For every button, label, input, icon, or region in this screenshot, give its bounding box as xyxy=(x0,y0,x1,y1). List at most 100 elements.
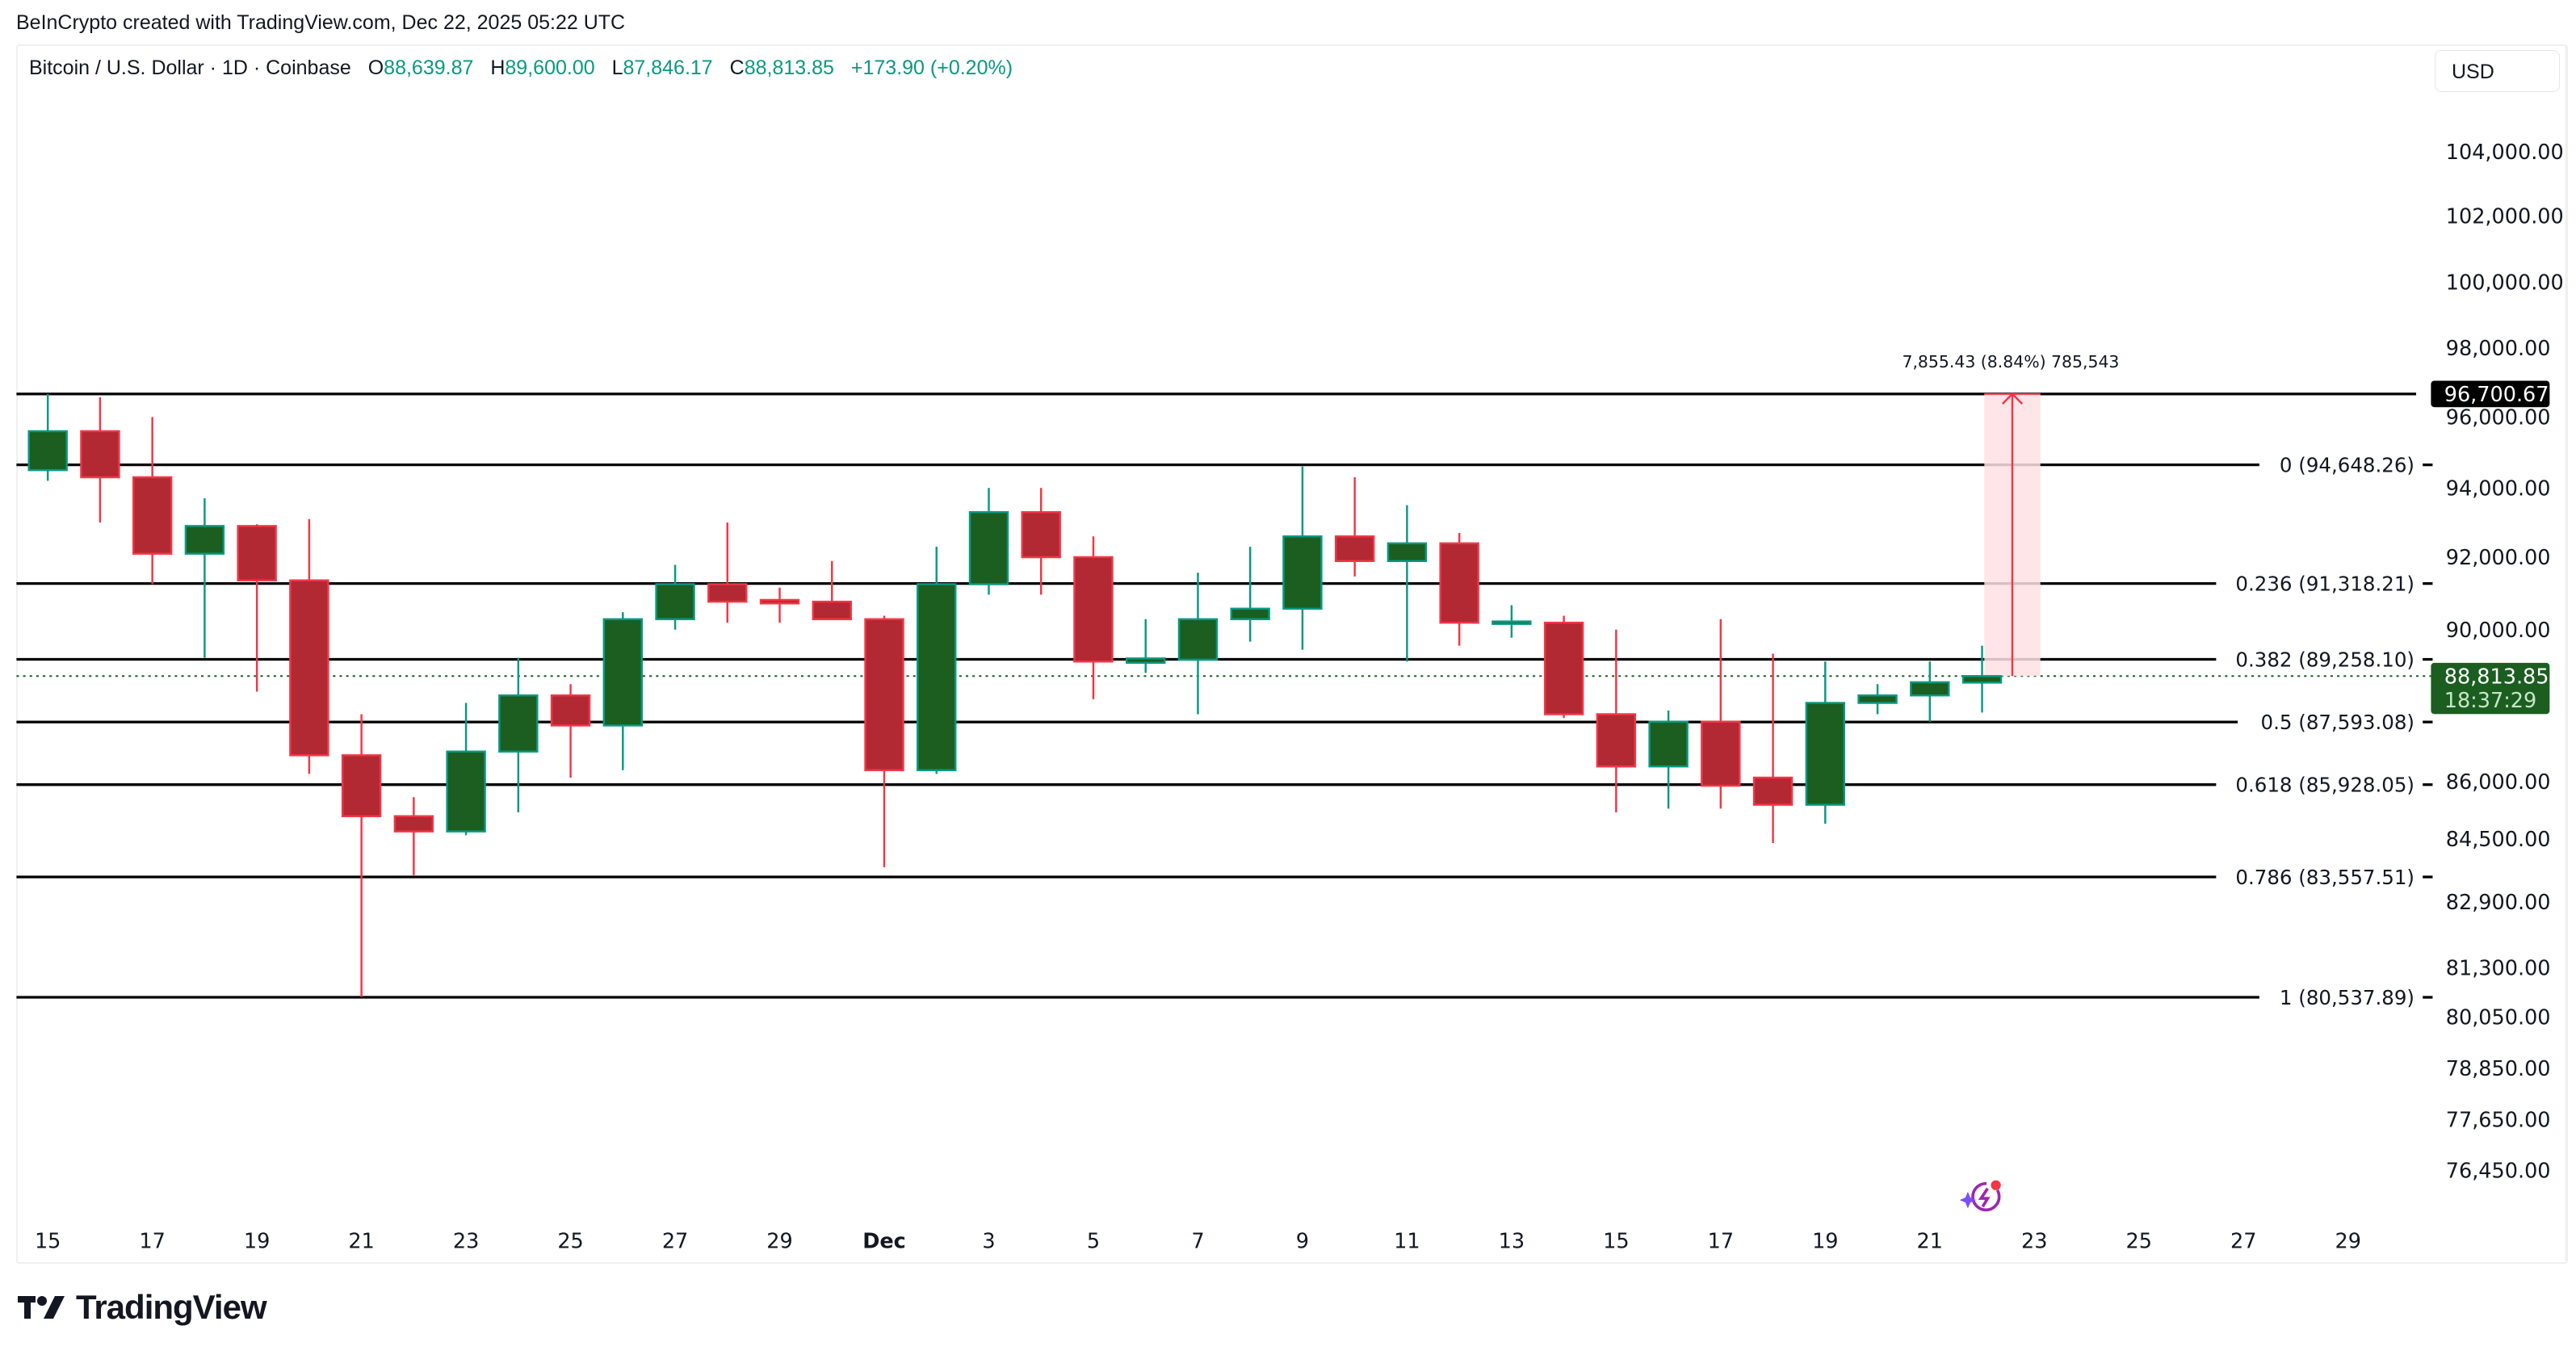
date-tick-label: 19 xyxy=(1812,1229,1838,1253)
candle[interactable] xyxy=(1126,619,1166,673)
symbol-title[interactable]: Bitcoin / U.S. Dollar · 1D · Coinbase xyxy=(29,57,351,79)
date-tick-label: 15 xyxy=(35,1229,61,1253)
candle[interactable] xyxy=(446,703,486,836)
resistance-price-text: 96,700.67 xyxy=(2444,383,2549,407)
candle[interactable] xyxy=(1387,505,1428,662)
price-tick-label: 82,900.00 xyxy=(2446,891,2551,915)
fib-level-label: 0.618 (85,928.05) xyxy=(2235,773,2414,796)
candle[interactable] xyxy=(1282,466,1323,650)
candle[interactable] xyxy=(341,714,382,997)
candle[interactable] xyxy=(1230,547,1270,642)
candle[interactable] xyxy=(237,524,277,692)
candle[interactable] xyxy=(602,612,644,770)
date-tick-label: 23 xyxy=(2021,1229,2047,1253)
change-value: +173.90 (+0.20%) xyxy=(850,57,1013,79)
date-tick-label: 7 xyxy=(1191,1229,1204,1253)
candle[interactable] xyxy=(1439,532,1479,646)
candle[interactable] xyxy=(1334,477,1375,577)
date-tick-label: 9 xyxy=(1296,1229,1309,1253)
date-tick-label: 17 xyxy=(1708,1229,1734,1253)
fib-level-label: 0.5 (87,593.08) xyxy=(2261,711,2414,734)
candle[interactable] xyxy=(1073,536,1114,699)
last-price-text: 88,813.85 xyxy=(2444,665,2549,689)
last-price-badge xyxy=(2431,662,2550,715)
time-axis[interactable]: 15 17 19 21 23 25 27 29 Dec 3 5 7 9 11 13 15 17 19 21 23 25 2… xyxy=(35,1229,2361,1253)
candle[interactable] xyxy=(917,547,957,774)
date-tick-label: 25 xyxy=(557,1229,583,1253)
fib-level-label: 0.786 (83,557.51) xyxy=(2235,866,2414,889)
candle[interactable] xyxy=(1177,573,1219,715)
price-tick-label: 78,850.00 xyxy=(2446,1057,2551,1081)
candle[interactable] xyxy=(1021,488,1061,595)
candle[interactable] xyxy=(707,522,748,623)
high-value: 89,600.00 xyxy=(505,57,595,79)
price-range-measure[interactable]: 7,855.43 (8.84%) 785,543 xyxy=(1902,352,2119,677)
date-tick-label: 19 xyxy=(244,1229,270,1253)
close-value: 88,813.85 xyxy=(744,57,834,79)
candle[interactable] xyxy=(1752,653,1794,844)
assistant-icon[interactable] xyxy=(1959,1180,2001,1212)
candle[interactable] xyxy=(1596,629,1637,813)
candlestick-series xyxy=(27,393,2003,997)
chart-frame xyxy=(16,44,2568,1264)
price-tick-label: 86,000.00 xyxy=(2446,770,2551,795)
price-tick-label: 76,450.00 xyxy=(2446,1160,2551,1184)
price-axis[interactable]: 104,000.00 102,000.00 100,000.00 98,000.00 9… xyxy=(2446,46,2567,1261)
candle[interactable] xyxy=(393,797,434,875)
open-label: O xyxy=(367,57,384,79)
candle[interactable] xyxy=(759,587,800,623)
candle[interactable] xyxy=(655,564,695,630)
candle[interactable] xyxy=(184,498,225,658)
candle[interactable] xyxy=(1910,661,1950,722)
candle[interactable] xyxy=(1961,645,2003,713)
date-tick-label: 23 xyxy=(453,1229,479,1253)
date-tick-label: 11 xyxy=(1394,1229,1420,1253)
date-tick-label: 27 xyxy=(2230,1229,2256,1253)
price-tick-label: 84,500.00 xyxy=(2446,828,2551,852)
measure-label: 7,855.43 (8.84%) 785,543 xyxy=(1902,352,2119,371)
date-tick-label: 17 xyxy=(139,1229,165,1253)
open-value: 88,639.87 xyxy=(384,57,474,79)
chart-credit: BeInCrypto created with TradingView.com,… xyxy=(16,11,626,34)
candle[interactable] xyxy=(289,518,329,774)
candle[interactable] xyxy=(498,657,539,813)
date-tick-label: 29 xyxy=(2335,1229,2360,1253)
high-label: H xyxy=(490,57,506,79)
price-tick-label: 98,000.00 xyxy=(2446,337,2551,361)
fibonacci-retracement[interactable]: 0 (94,648.26) 0.236 (91,318.21) 0.382 (89,… xyxy=(16,392,2433,1009)
candle[interactable] xyxy=(864,615,904,867)
candle[interactable] xyxy=(132,417,173,585)
candle[interactable] xyxy=(812,560,852,621)
candle[interactable] xyxy=(550,684,591,778)
candle[interactable] xyxy=(968,488,1009,595)
low-label: L xyxy=(611,57,623,79)
candle[interactable] xyxy=(1857,684,1898,715)
date-tick-label: 27 xyxy=(662,1229,688,1253)
tradingview-logo[interactable]: TradingView xyxy=(18,1288,267,1327)
candle[interactable] xyxy=(1701,619,1741,809)
price-tick-label: 102,000.00 xyxy=(2446,205,2564,229)
candle[interactable] xyxy=(80,396,120,523)
fib-level-label: 0 (94,648.26) xyxy=(2280,453,2414,476)
fib-level-label: 0.236 (91,318.21) xyxy=(2235,572,2414,595)
low-value: 87,846.17 xyxy=(623,57,713,79)
price-tick-label: 81,300.00 xyxy=(2446,956,2551,980)
date-tick-label: Dec xyxy=(862,1229,906,1253)
price-tick-label: 80,050.00 xyxy=(2446,1006,2551,1030)
bar-countdown-text: 18:37:29 xyxy=(2444,689,2537,713)
symbol-legend: Bitcoin / U.S. Dollar · 1D · Coinbase O8… xyxy=(29,57,1024,80)
close-label: C xyxy=(729,57,745,79)
candle[interactable] xyxy=(1543,615,1584,719)
price-tick-label: 77,650.00 xyxy=(2446,1108,2551,1132)
currency-button[interactable]: USD xyxy=(2435,50,2560,92)
candle[interactable] xyxy=(1805,661,1846,824)
fib-level-label: 0.382 (89,258.10) xyxy=(2235,648,2414,671)
price-tick-label: 90,000.00 xyxy=(2446,619,2551,643)
candle[interactable] xyxy=(27,393,68,481)
candle[interactable] xyxy=(1648,710,1689,809)
candle[interactable] xyxy=(1491,605,1532,638)
tradingview-logo-text: TradingView xyxy=(76,1288,267,1326)
price-tick-label: 104,000.00 xyxy=(2446,141,2564,165)
